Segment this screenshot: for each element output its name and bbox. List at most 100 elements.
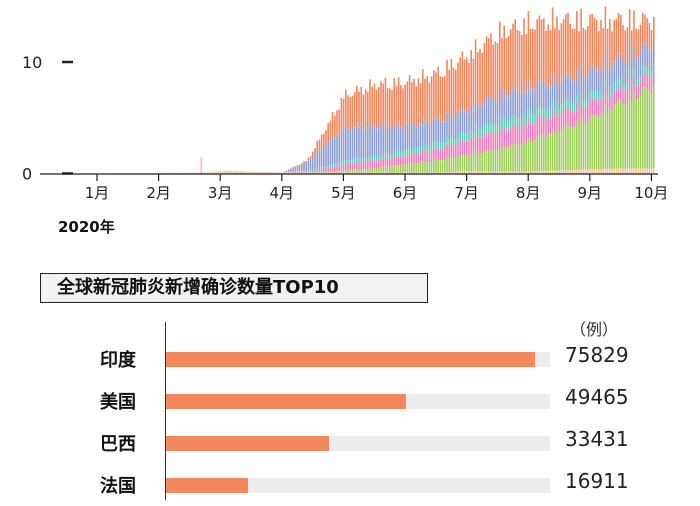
stack-bar-segment-5 xyxy=(336,110,338,135)
stack-bar-segment-4 xyxy=(356,124,358,158)
stack-bar-segment-0 xyxy=(228,171,230,174)
stack-bar-segment-5 xyxy=(574,29,576,81)
stack-bar-segment-1 xyxy=(407,164,409,173)
stack-bar-segment-0 xyxy=(332,172,334,173)
stack-bar-segment-2 xyxy=(558,116,560,132)
stack-bar-segment-4 xyxy=(600,66,602,90)
stack-bar-segment-4 xyxy=(360,125,362,158)
stack-bar-segment-1 xyxy=(609,108,611,169)
stack-bar-segment-1 xyxy=(321,172,323,173)
stack-bar-segment-5 xyxy=(541,19,543,82)
stack-bar-segment-1 xyxy=(422,161,424,172)
stack-bar-segment-0 xyxy=(301,173,303,174)
stack-bar-segment-5 xyxy=(352,96,354,130)
stack-bar-segment-5 xyxy=(303,161,305,163)
stack-bar-segment-0 xyxy=(211,172,213,173)
stack-bar-segment-4 xyxy=(442,122,444,143)
stack-bar-segment-1 xyxy=(429,162,431,173)
stack-bar-segment-2 xyxy=(600,97,602,113)
stack-bar-segment-3 xyxy=(387,155,389,159)
stack-bar-segment-5 xyxy=(547,24,549,84)
stack-bar-segment-3 xyxy=(563,102,565,110)
stack-bar-segment-1 xyxy=(506,148,508,171)
year-label: 2020年 xyxy=(58,216,115,237)
stack-bar-segment-5 xyxy=(349,97,351,130)
stack-bar-segment-4 xyxy=(554,85,556,109)
stack-bar-segment-0 xyxy=(182,173,184,174)
stack-bar-segment-3 xyxy=(620,79,622,85)
stack-bar-segment-0 xyxy=(616,169,618,174)
stack-bar-segment-3 xyxy=(607,92,609,98)
stack-bar-segment-1 xyxy=(371,169,373,173)
stack-bar-segment-3 xyxy=(431,144,433,150)
stack-bar-segment-5 xyxy=(646,18,648,45)
stack-bar-segment-3 xyxy=(470,130,472,138)
stack-bar-segment-1 xyxy=(354,170,356,173)
stack-bar-segment-3 xyxy=(444,143,446,149)
stack-bar-segment-2 xyxy=(396,157,398,166)
stack-bar-segment-2 xyxy=(640,82,642,95)
stack-bar-segment-3 xyxy=(543,107,545,116)
stack-bar-segment-1 xyxy=(561,130,563,171)
stack-bar-segment-4 xyxy=(477,106,479,130)
stack-bar-segment-4 xyxy=(299,166,301,171)
stack-bar-segment-1 xyxy=(563,128,565,170)
stack-bar-segment-4 xyxy=(429,125,431,146)
stack-bar-segment-4 xyxy=(462,107,464,132)
stack-bar-segment-2 xyxy=(481,138,483,154)
y-tick-label: 10 xyxy=(22,53,42,72)
stack-bar-segment-4 xyxy=(598,75,600,98)
stack-bar-segment-2 xyxy=(413,153,415,163)
stack-bar-segment-0 xyxy=(382,173,384,174)
stack-bar-segment-4 xyxy=(547,84,549,109)
stack-bar-segment-0 xyxy=(213,172,215,174)
stack-bar-segment-0 xyxy=(495,172,497,174)
stack-bar-segment-0 xyxy=(222,171,224,174)
stack-bar-segment-1 xyxy=(638,98,640,168)
stack-bar-segment-2 xyxy=(519,127,521,145)
stack-bar-segment-0 xyxy=(277,172,279,173)
stack-bar-segment-4 xyxy=(455,117,457,139)
stack-bar-segment-4 xyxy=(583,77,585,100)
stack-bar-segment-3 xyxy=(479,129,481,137)
stack-bar-segment-5 xyxy=(490,33,492,95)
stack-bar-segment-0 xyxy=(209,173,211,174)
stack-bar-segment-0 xyxy=(226,170,228,173)
stack-bar-segment-4 xyxy=(550,87,552,111)
stack-bar-segment-4 xyxy=(514,86,516,114)
stack-bar-segment-3 xyxy=(323,167,325,169)
stack-bar-segment-3 xyxy=(591,91,593,98)
stack-bar-segment-3 xyxy=(347,161,349,164)
stack-bar-segment-2 xyxy=(347,164,349,170)
stack-bar-segment-1 xyxy=(431,161,433,172)
stack-bar-segment-0 xyxy=(627,169,629,174)
stack-bar-segment-5 xyxy=(404,85,406,127)
stack-bar-segment-2 xyxy=(572,112,574,128)
stack-bar-segment-2 xyxy=(554,117,556,134)
stack-bar-segment-3 xyxy=(506,122,508,131)
stack-bar-segment-3 xyxy=(411,149,413,154)
stack-bar-segment-4 xyxy=(633,45,635,70)
stack-bar-segment-0 xyxy=(464,172,466,174)
stack-bar-segment-4 xyxy=(622,61,624,84)
stack-bar-segment-4 xyxy=(433,119,435,143)
stack-bar-segment-2 xyxy=(378,160,380,168)
stack-bar-segment-5 xyxy=(470,50,472,105)
stack-bar-segment-3 xyxy=(393,151,395,156)
stack-bar-segment-2 xyxy=(402,157,404,166)
stack-bar-segment-1 xyxy=(486,150,488,171)
stack-bar-segment-1 xyxy=(358,170,360,173)
stack-bar-segment-1 xyxy=(404,165,406,173)
stack-bar-segment-4 xyxy=(596,68,598,92)
stack-bar-segment-2 xyxy=(407,155,409,164)
stack-bar-segment-4 xyxy=(398,122,400,150)
stack-bar-segment-5 xyxy=(605,6,607,54)
stack-bar-segment-1 xyxy=(523,141,525,172)
stack-bar-segment-0 xyxy=(187,173,189,174)
stack-bar-segment-5 xyxy=(338,110,340,136)
stack-bar-segment-0 xyxy=(424,173,426,174)
stack-bar-segment-0 xyxy=(336,173,338,174)
stack-bar-segment-4 xyxy=(470,106,472,131)
stack-bar-segment-4 xyxy=(466,110,468,133)
